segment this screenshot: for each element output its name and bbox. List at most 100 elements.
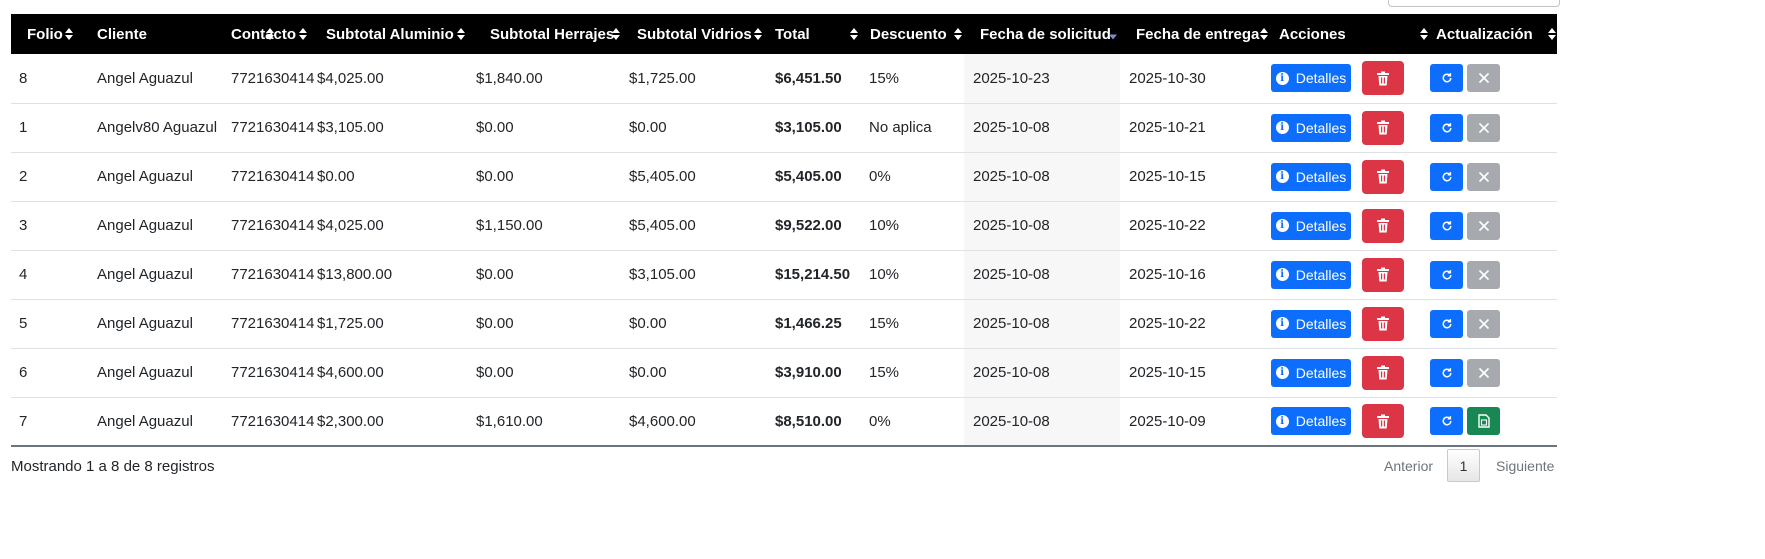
table-header-row: Folio Cliente Contacto Subtotal Aluminio Sub… [11, 14, 1557, 54]
cell-descuento: 10% [869, 266, 900, 283]
details-button-label: Detalles [1295, 70, 1347, 87]
details-button[interactable]: i Detalles [1271, 260, 1351, 289]
column-header-label: Subtotal Vidrios [637, 25, 752, 43]
cell-contacto: 7721630414 [231, 266, 315, 283]
cell-actualizacion [1430, 348, 1557, 397]
previous-page-button[interactable]: Anterior [1384, 457, 1434, 474]
cell-aluminio: $2,300.00 [317, 412, 384, 430]
cell-cliente: Angel Aguazul [97, 364, 193, 381]
pagination: Anterior 1 Siguiente [1384, 449, 1554, 482]
sort-icon [65, 28, 73, 40]
column-header-acciones[interactable]: Acciones [1271, 14, 1430, 54]
cell-fecha-solicitud: 2025-10-08 [964, 397, 1120, 446]
column-header-label: Total [775, 25, 810, 43]
column-header-total[interactable]: Total [765, 14, 859, 54]
sort-icon [850, 28, 858, 40]
delete-button[interactable] [1362, 306, 1404, 341]
pagination-info: Mostrando 1 a 8 de 8 registros [11, 458, 215, 475]
cancel-update-button[interactable] [1467, 309, 1500, 338]
delete-button[interactable] [1362, 355, 1404, 390]
details-button[interactable]: i Detalles [1271, 113, 1351, 142]
cell-total: $3,105.00 [775, 119, 842, 136]
column-header-label: Subtotal Herrajes [490, 25, 615, 43]
delete-button[interactable] [1362, 61, 1404, 96]
refresh-button[interactable] [1430, 358, 1463, 387]
column-header-herrajes[interactable]: Subtotal Herrajes [468, 14, 621, 54]
delete-button[interactable] [1362, 110, 1404, 145]
details-button[interactable]: i Detalles [1271, 211, 1351, 240]
search-input[interactable] [1388, 0, 1560, 7]
column-header-label: Contacto [231, 25, 296, 43]
details-button[interactable]: i Detalles [1271, 162, 1351, 191]
cell-aluminio: $1,725.00 [317, 315, 384, 332]
cell-cliente: Angel Aguazul [97, 217, 193, 234]
delete-button[interactable] [1362, 257, 1404, 292]
cell-vidrios: $0.00 [629, 364, 667, 381]
cell-fecha-solicitud: 2025-10-08 [964, 250, 1120, 299]
refresh-button[interactable] [1430, 211, 1463, 240]
page-1-button[interactable]: 1 [1447, 449, 1481, 482]
delete-button[interactable] [1362, 159, 1404, 194]
cell-aluminio: $4,600.00 [317, 364, 384, 381]
cell-descuento: 15% [869, 364, 900, 381]
cell-descuento: 15% [869, 69, 900, 87]
cell-vidrios: $0.00 [629, 315, 667, 332]
details-button[interactable]: i Detalles [1271, 407, 1351, 436]
cell-acciones: i Detalles [1271, 201, 1430, 250]
column-header-fecha-solicitud[interactable]: Fecha de solicitud [964, 14, 1120, 54]
table-row: 1 Angelv80 Aguazul 7721630414 $3,105.00 $0.0… [11, 103, 1557, 152]
cell-fecha-entrega: 2025-10-16 [1129, 266, 1206, 283]
column-header-cliente[interactable]: Cliente [76, 14, 274, 54]
column-header-aluminio[interactable]: Subtotal Aluminio [309, 14, 468, 54]
cell-actualizacion [1430, 54, 1557, 103]
column-header-contacto[interactable]: Contacto [211, 14, 309, 54]
cell-folio: 4 [19, 266, 28, 283]
details-button[interactable]: i Detalles [1271, 358, 1351, 387]
delete-button[interactable] [1362, 404, 1404, 439]
refresh-button[interactable] [1430, 64, 1463, 93]
cell-contacto: 7721630414 [231, 364, 315, 381]
details-button-label: Detalles [1295, 217, 1347, 234]
cancel-update-button[interactable] [1467, 162, 1500, 191]
column-header-descuento[interactable]: Descuento [859, 14, 964, 54]
cell-folio: 5 [19, 315, 28, 332]
x-icon [1478, 318, 1490, 330]
column-header-label: Acciones [1279, 25, 1346, 43]
column-header-fecha-entrega[interactable]: Fecha de entrega [1120, 14, 1271, 54]
refresh-button[interactable] [1430, 113, 1463, 142]
column-header-label: Fecha de solicitud [980, 25, 1111, 43]
delete-button[interactable] [1362, 208, 1404, 243]
cell-acciones: i Detalles [1271, 299, 1430, 348]
refresh-button[interactable] [1430, 309, 1463, 338]
column-header-actualizacion[interactable]: Actualización [1430, 14, 1557, 54]
excel-button[interactable] [1467, 407, 1500, 436]
cancel-update-button[interactable] [1467, 358, 1500, 387]
refresh-button[interactable] [1430, 162, 1463, 191]
table-row: 4 Angel Aguazul 7721630414 $13,800.00 $0.00 $… [11, 250, 1557, 299]
cancel-update-button[interactable] [1467, 260, 1500, 289]
refresh-button[interactable] [1430, 260, 1463, 289]
cell-acciones: i Detalles [1271, 348, 1430, 397]
details-button[interactable]: i Detalles [1271, 309, 1351, 338]
table-body: 8 Angel Aguazul 7721630414 $4,025.00 $1,840.… [11, 54, 1557, 446]
sort-icon [457, 28, 465, 40]
cell-contacto: 7721630414 [231, 119, 315, 136]
cancel-update-button[interactable] [1467, 211, 1500, 240]
details-button[interactable]: i Detalles [1271, 64, 1351, 93]
refresh-button[interactable] [1430, 407, 1463, 436]
column-header-vidrios[interactable]: Subtotal Vidrios [621, 14, 765, 54]
sort-icon [266, 28, 274, 40]
cell-contacto: 7721630414 [231, 69, 315, 87]
cell-total: $15,214.50 [775, 266, 851, 283]
cell-total: $5,405.00 [775, 168, 842, 185]
column-header-folio[interactable]: Folio [11, 14, 76, 54]
cell-herrajes: $1,840.00 [476, 69, 543, 87]
details-button-label: Detalles [1295, 364, 1347, 381]
column-header-label: Subtotal Aluminio [326, 25, 454, 43]
next-page-button[interactable]: Siguiente [1496, 457, 1555, 474]
column-header-label: Cliente [97, 25, 148, 43]
cancel-update-button[interactable] [1467, 113, 1500, 142]
refresh-icon [1441, 367, 1453, 379]
cancel-update-button[interactable] [1467, 64, 1500, 93]
x-icon [1478, 367, 1490, 379]
